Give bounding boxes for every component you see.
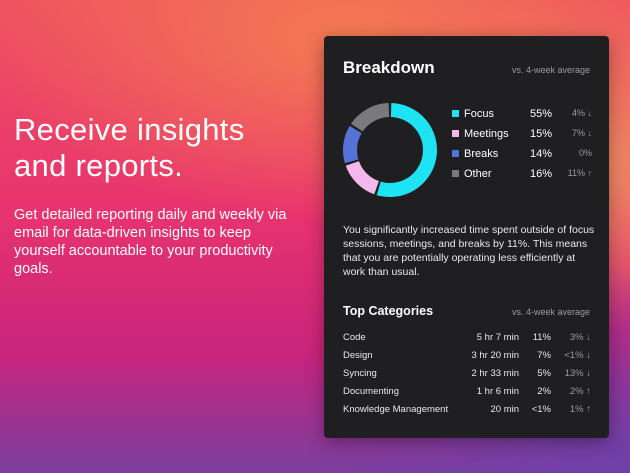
- legend-row-other: Other 16% 11% ↑: [452, 168, 592, 188]
- legend-label: Focus: [464, 108, 494, 120]
- breakdown-summary: You significantly increased time spent o…: [343, 224, 595, 278]
- breakdown-comparison: vs. 4-week average: [511, 65, 590, 75]
- category-delta: 2% ↑: [569, 386, 591, 397]
- top-categories-list: Code 5 hr 7 min 11% 3% ↓ Design 3 hr 20 …: [343, 332, 591, 422]
- category-row: Knowledge Management 20 min <1% 1% ↑: [343, 404, 591, 422]
- hero-title-line1: Receive insights: [14, 112, 245, 147]
- legend-row-focus: Focus 55% 4% ↓: [452, 108, 592, 128]
- meetings-swatch: [452, 130, 459, 137]
- legend-row-breaks: Breaks 14% 0%: [452, 148, 592, 168]
- other-swatch: [452, 170, 459, 177]
- top-categories-comparison: vs. 4-week average: [511, 307, 590, 317]
- legend-delta: 11% ↑: [567, 168, 592, 178]
- top-categories-title: Top Categories: [343, 304, 434, 318]
- breakdown-header: Breakdown vs. 4-week average: [343, 58, 590, 78]
- category-percent: 5%: [537, 368, 551, 379]
- legend-percent: 55%: [530, 108, 553, 120]
- hero-section: Receive insights and reports. Get detail…: [14, 112, 304, 278]
- category-delta: <1% ↓: [564, 350, 591, 361]
- category-name: Code: [343, 332, 366, 343]
- hero-title-line2: and reports.: [14, 148, 184, 183]
- category-name: Design: [343, 350, 373, 361]
- category-time: 5 hr 7 min: [476, 332, 519, 343]
- top-categories-header: Top Categories vs. 4-week average: [343, 304, 590, 318]
- donut-segment-breaks: [343, 125, 362, 164]
- category-percent: <1%: [531, 404, 551, 415]
- legend-delta: 7% ↓: [571, 128, 592, 138]
- category-percent: 7%: [537, 350, 551, 361]
- report-card: Breakdown vs. 4-week average Focus 55% 4…: [324, 36, 609, 438]
- legend-percent: 15%: [530, 128, 553, 140]
- category-row: Syncing 2 hr 33 min 5% 13% ↓: [343, 368, 591, 386]
- category-delta: 1% ↑: [569, 404, 591, 415]
- category-time: 1 hr 6 min: [476, 386, 519, 397]
- category-percent: 11%: [532, 332, 551, 343]
- legend-percent: 16%: [530, 168, 553, 180]
- legend-label: Breaks: [464, 148, 499, 160]
- category-time: 20 min: [490, 404, 519, 415]
- hero-title: Receive insights and reports.: [14, 112, 304, 184]
- focus-swatch: [452, 110, 459, 117]
- donut-segment-other: [351, 103, 390, 132]
- legend-delta: 0%: [578, 148, 592, 158]
- category-row: Design 3 hr 20 min 7% <1% ↓: [343, 350, 591, 368]
- category-name: Syncing: [343, 368, 377, 379]
- breakdown-title: Breakdown: [343, 58, 435, 77]
- category-delta: 13% ↓: [564, 368, 591, 379]
- legend-delta: 4% ↓: [571, 108, 592, 118]
- category-delta: 3% ↓: [569, 332, 591, 343]
- donut-segment-meetings: [345, 160, 380, 195]
- category-name: Knowledge Management: [343, 404, 449, 415]
- breaks-swatch: [452, 150, 459, 157]
- legend-row-meetings: Meetings 15% 7% ↓: [452, 128, 592, 148]
- breakdown-legend: Focus 55% 4% ↓ Meetings 15% 7% ↓ Breaks …: [452, 108, 592, 188]
- donut-segment-focus: [376, 103, 437, 197]
- legend-label: Meetings: [464, 128, 509, 140]
- category-row: Documenting 1 hr 6 min 2% 2% ↑: [343, 386, 591, 404]
- category-row: Code 5 hr 7 min 11% 3% ↓: [343, 332, 591, 350]
- legend-percent: 14%: [530, 148, 553, 160]
- category-percent: 2%: [537, 386, 551, 397]
- hero-description: Get detailed reporting daily and weekly …: [14, 207, 287, 277]
- category-time: 3 hr 20 min: [471, 350, 519, 361]
- legend-label: Other: [464, 168, 492, 180]
- breakdown-donut-chart: [343, 103, 437, 197]
- category-name: Documenting: [343, 386, 399, 397]
- category-time: 2 hr 33 min: [471, 368, 519, 379]
